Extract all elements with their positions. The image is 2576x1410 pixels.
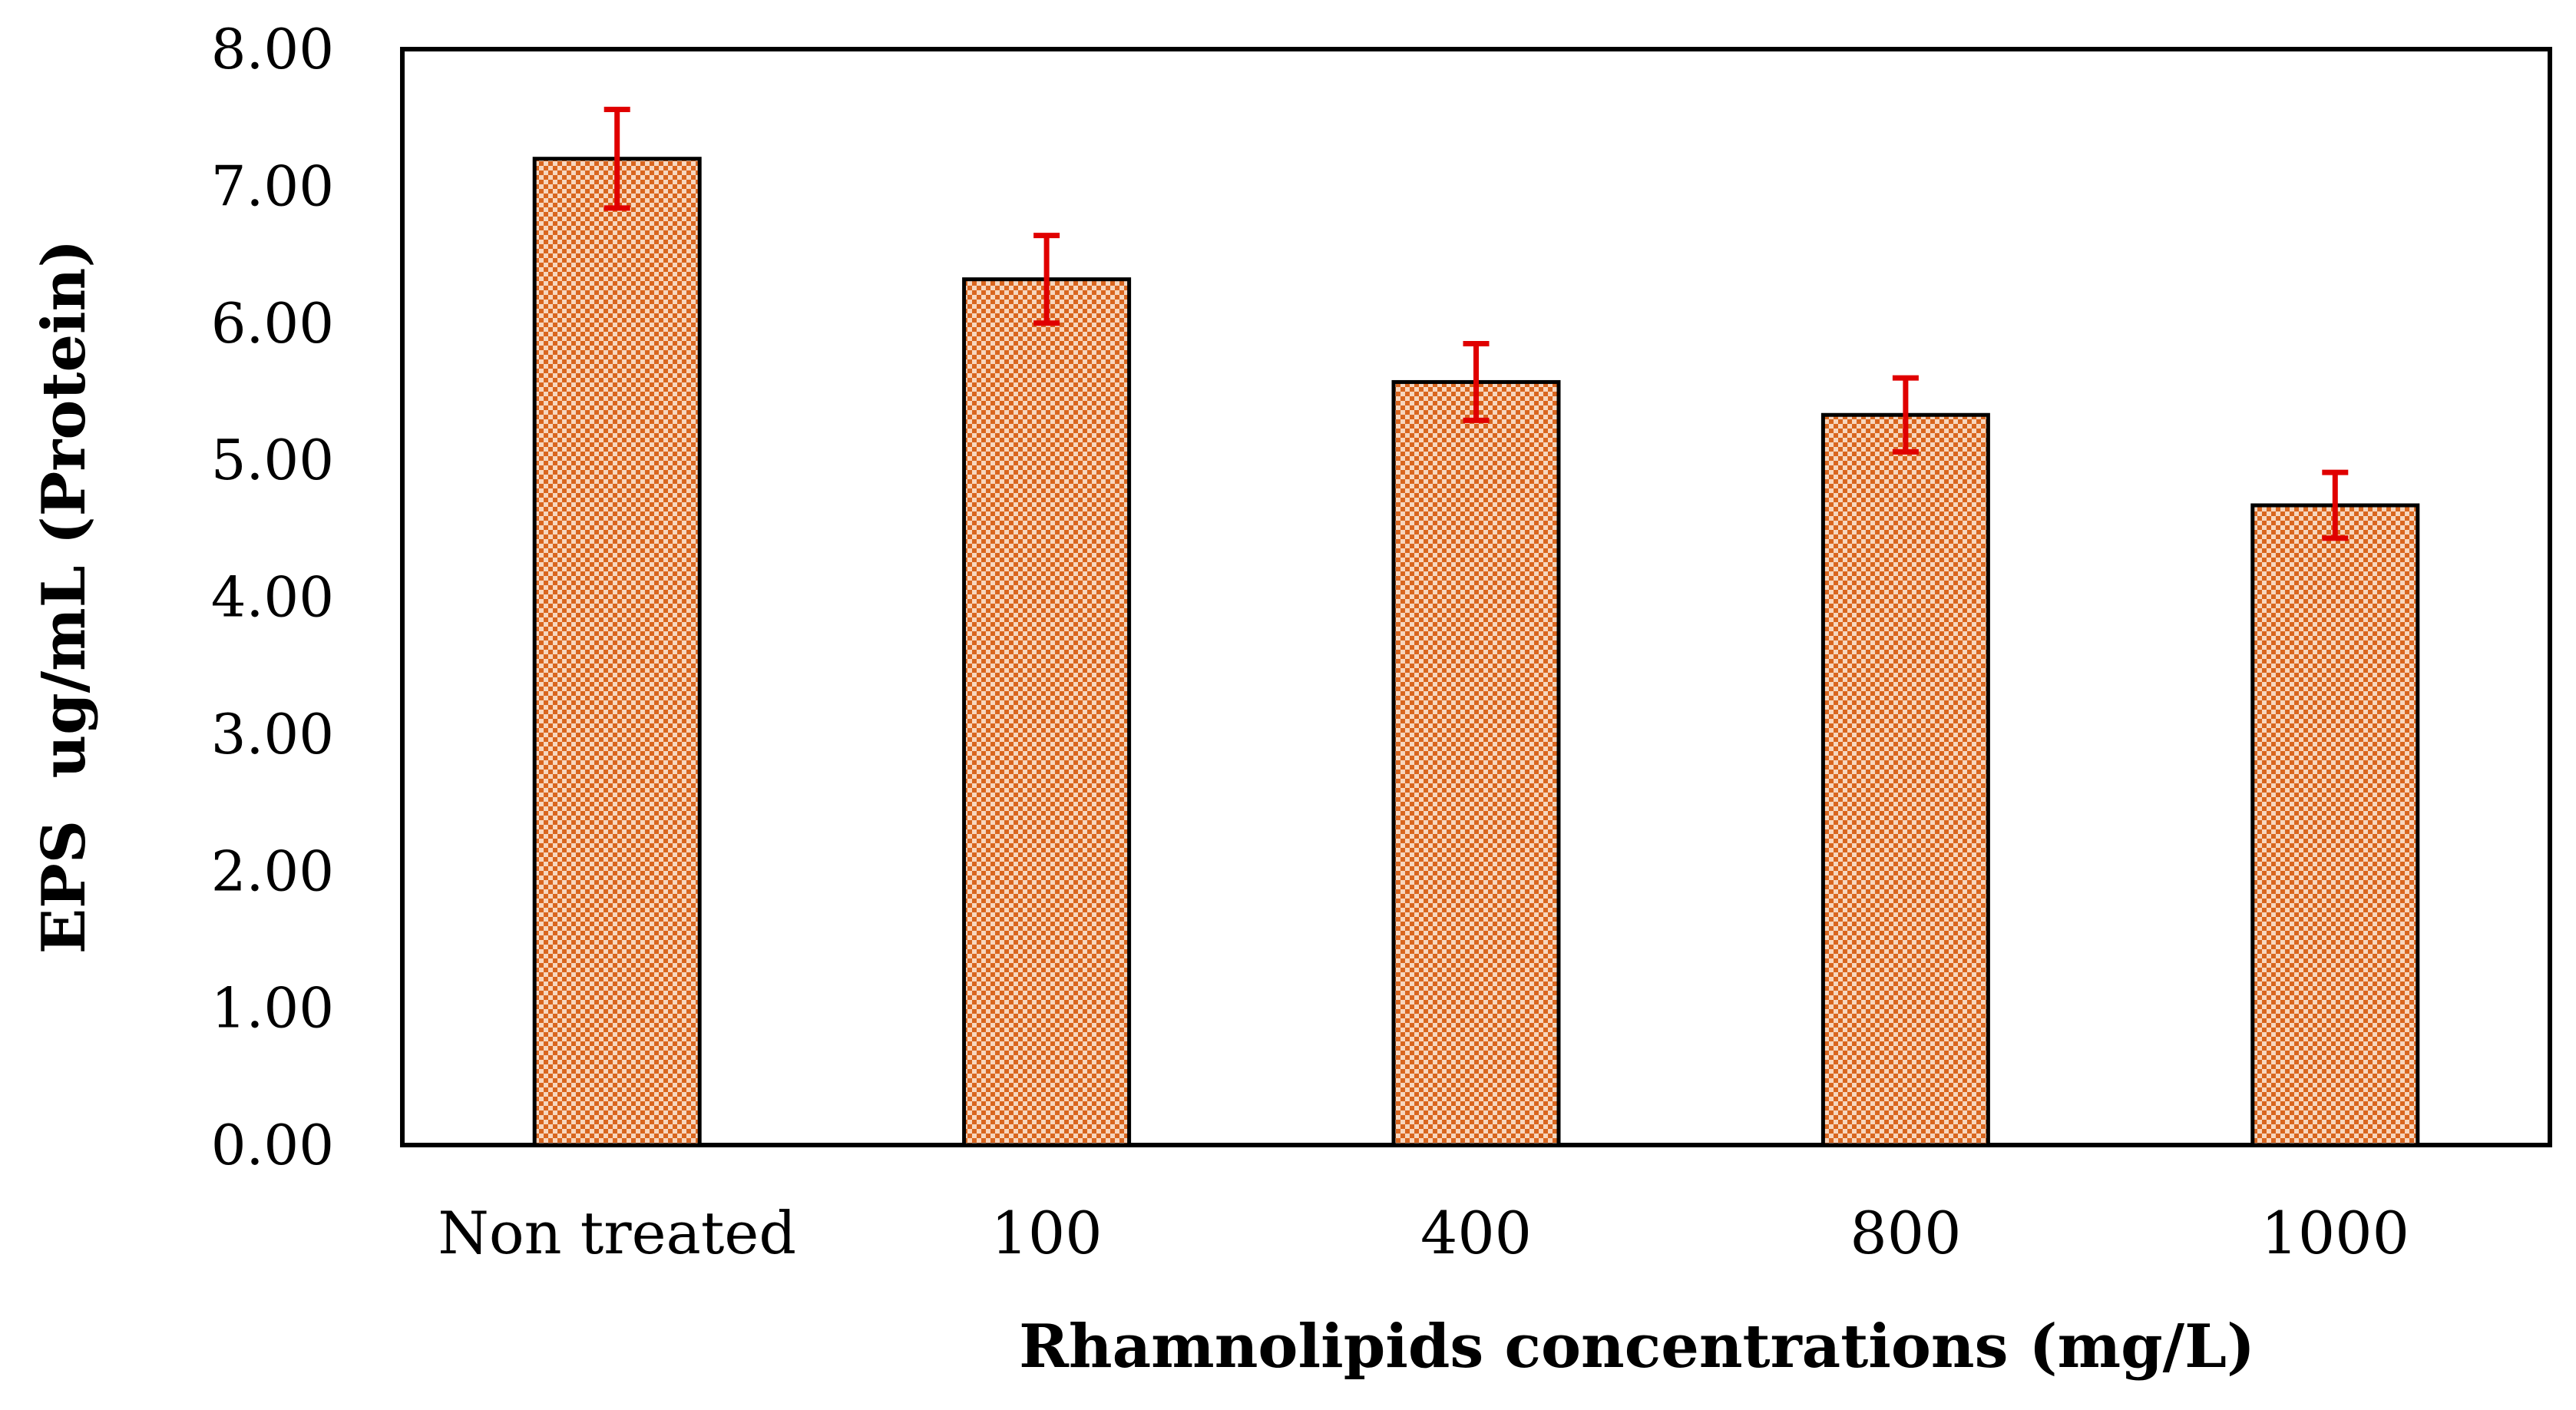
y-tick-label: 5.00	[211, 428, 334, 492]
x-tick-label: 100	[991, 1199, 1103, 1267]
bar	[532, 157, 702, 1147]
x-axis-title: Rhamnolipids concentrations (mg/L)	[1019, 1312, 2255, 1382]
bar	[1391, 379, 1561, 1147]
x-tick-label: Non treated	[438, 1199, 796, 1267]
y-tick-label: 6.00	[211, 291, 334, 356]
error-bars	[603, 106, 2349, 541]
x-tick-label: 1000	[2261, 1199, 2409, 1267]
y-tick-label: 1.00	[211, 976, 334, 1041]
x-tick-label: 400	[1420, 1199, 1532, 1267]
y-tick-label: 0.00	[211, 1113, 334, 1177]
y-tick-label: 8.00	[211, 17, 334, 81]
x-axis-labels: Non treated 100 400 800 1000	[438, 1199, 2409, 1267]
y-tick-label: 2.00	[211, 839, 334, 903]
bar	[962, 277, 1132, 1147]
y-tick-label: 3.00	[211, 702, 334, 766]
x-tick-label: 800	[1850, 1199, 1961, 1267]
y-tick-label: 7.00	[211, 154, 334, 218]
bar	[2250, 503, 2420, 1147]
y-axis-ticks: 0.00 1.00 2.00 3.00 4.00 5.00 6.00 7.00 8.00	[211, 17, 334, 1177]
y-axis-title: EPS ug/mL (Protein)	[29, 240, 99, 955]
y-tick-label: 4.00	[211, 565, 334, 630]
bar	[1820, 412, 1990, 1147]
